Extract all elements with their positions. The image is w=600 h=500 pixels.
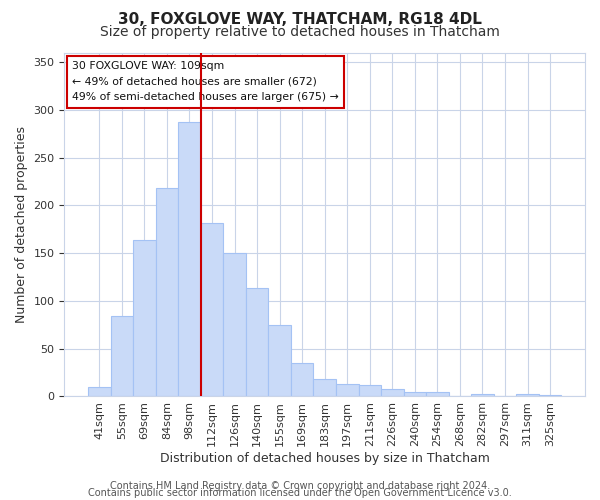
Text: Size of property relative to detached houses in Thatcham: Size of property relative to detached ho… bbox=[100, 25, 500, 39]
Text: Contains public sector information licensed under the Open Government Licence v3: Contains public sector information licen… bbox=[88, 488, 512, 498]
Bar bbox=[155, 188, 178, 396]
Bar bbox=[246, 288, 268, 397]
Text: Contains HM Land Registry data © Crown copyright and database right 2024.: Contains HM Land Registry data © Crown c… bbox=[110, 481, 490, 491]
Y-axis label: Number of detached properties: Number of detached properties bbox=[15, 126, 28, 323]
Bar bbox=[268, 325, 291, 396]
Bar bbox=[291, 363, 313, 396]
Bar bbox=[336, 384, 359, 396]
X-axis label: Distribution of detached houses by size in Thatcham: Distribution of detached houses by size … bbox=[160, 452, 490, 465]
Bar bbox=[313, 380, 336, 396]
Bar bbox=[201, 222, 223, 396]
Bar bbox=[110, 316, 133, 396]
Bar bbox=[404, 392, 426, 396]
Bar bbox=[471, 394, 494, 396]
Bar bbox=[381, 389, 404, 396]
Text: 30 FOXGLOVE WAY: 109sqm
← 49% of detached houses are smaller (672)
49% of semi-d: 30 FOXGLOVE WAY: 109sqm ← 49% of detache… bbox=[72, 61, 339, 102]
Bar bbox=[426, 392, 449, 396]
Bar bbox=[359, 385, 381, 396]
Bar bbox=[88, 387, 110, 396]
Bar bbox=[516, 394, 539, 396]
Bar bbox=[178, 122, 201, 396]
Text: 30, FOXGLOVE WAY, THATCHAM, RG18 4DL: 30, FOXGLOVE WAY, THATCHAM, RG18 4DL bbox=[118, 12, 482, 28]
Bar bbox=[539, 394, 562, 396]
Bar bbox=[223, 253, 246, 396]
Bar bbox=[133, 240, 155, 396]
